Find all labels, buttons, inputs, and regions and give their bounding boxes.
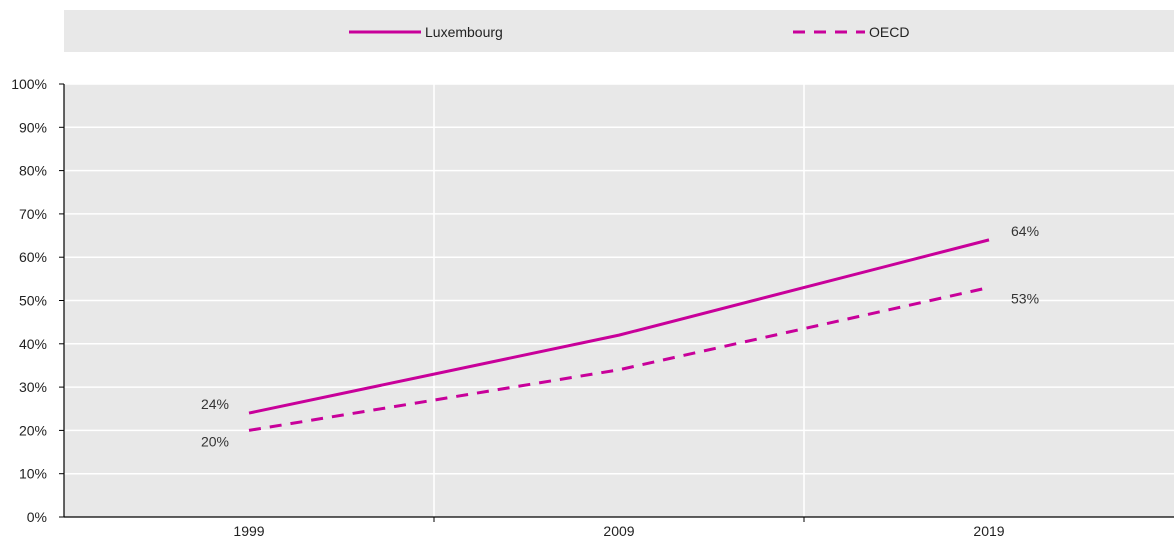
y-tick-label: 0% [27, 509, 47, 525]
y-tick-label: 50% [19, 293, 47, 309]
y-tick-label: 90% [19, 119, 47, 135]
data-label: 64% [1011, 223, 1039, 239]
legend-label: Luxembourg [425, 24, 503, 40]
legend-item-luxembourg: Luxembourg [349, 24, 503, 40]
y-tick-label: 30% [19, 379, 47, 395]
data-labels: 24% 20% 64% 53% [201, 223, 1039, 450]
x-tick-label: 2019 [973, 523, 1004, 539]
y-tick-label: 20% [19, 422, 47, 438]
data-label: 20% [201, 433, 229, 449]
legend-label: OECD [869, 24, 909, 40]
y-tick-label: 100% [11, 76, 47, 92]
legend-item-oecd: OECD [793, 24, 909, 40]
series-lines [248, 238, 990, 432]
gridlines [64, 83, 1174, 517]
data-label: 53% [1011, 291, 1039, 307]
legend: Luxembourg OECD [349, 24, 909, 40]
y-tick-label: 10% [19, 466, 47, 482]
x-tick-label: 2009 [603, 523, 634, 539]
series-line-luxembourg [248, 238, 990, 415]
y-tick-label: 40% [19, 336, 47, 352]
legend-box [64, 10, 1174, 52]
x-tick-label: 1999 [233, 523, 264, 539]
y-tick-label: 60% [19, 249, 47, 265]
y-tick-label: 80% [19, 163, 47, 179]
data-label: 24% [201, 396, 229, 412]
y-tick-label: 70% [19, 206, 47, 222]
axes: 0% 10% 20% 30% 40% 50% 60% 70% 80% 90% 100% 1999 200… [11, 76, 1174, 539]
